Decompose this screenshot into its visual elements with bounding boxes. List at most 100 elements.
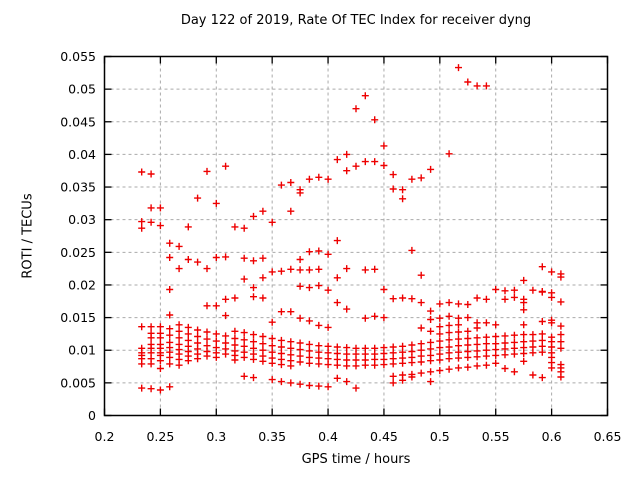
data-point bbox=[315, 247, 323, 255]
data-point bbox=[371, 265, 379, 273]
data-point bbox=[156, 323, 164, 331]
data-point bbox=[361, 92, 369, 100]
data-point bbox=[436, 314, 444, 322]
data-point bbox=[184, 256, 192, 263]
data-point bbox=[156, 386, 164, 394]
data-point bbox=[268, 376, 276, 384]
y-tick-label: 0.04 bbox=[68, 147, 96, 162]
data-point bbox=[315, 342, 323, 350]
data-point bbox=[343, 362, 351, 370]
data-point bbox=[175, 265, 183, 273]
x-tick-label: 0.2 bbox=[95, 429, 115, 444]
data-point bbox=[380, 142, 388, 150]
data-point bbox=[427, 378, 435, 386]
data-point bbox=[427, 316, 435, 323]
data-point bbox=[389, 185, 397, 193]
data-point bbox=[175, 327, 183, 335]
data-point bbox=[408, 359, 416, 367]
data-point bbox=[296, 266, 304, 274]
data-point bbox=[548, 364, 556, 372]
data-point bbox=[417, 369, 425, 377]
data-point bbox=[147, 334, 155, 342]
data-point bbox=[250, 374, 257, 382]
data-point bbox=[277, 181, 285, 189]
data-point bbox=[296, 358, 304, 366]
chart-title: Day 122 of 2019, Rate Of TEC Index for r… bbox=[180, 13, 532, 28]
data-point bbox=[436, 344, 444, 352]
x-axis-label: GPS time / hours bbox=[301, 452, 411, 467]
data-point bbox=[464, 341, 472, 349]
data-point bbox=[501, 287, 509, 295]
data-point bbox=[240, 353, 248, 361]
data-point bbox=[212, 254, 220, 261]
data-point bbox=[548, 293, 556, 301]
data-point bbox=[538, 348, 546, 356]
y-tick-label: 0.005 bbox=[60, 375, 96, 390]
data-point bbox=[501, 365, 509, 372]
data-point bbox=[520, 276, 528, 284]
data-point bbox=[352, 105, 360, 113]
data-point bbox=[548, 268, 556, 276]
data-point bbox=[324, 286, 332, 294]
x-tick-label: 0.3 bbox=[206, 429, 226, 444]
data-point bbox=[315, 173, 323, 181]
data-point bbox=[324, 349, 332, 357]
data-point bbox=[194, 326, 202, 334]
data-point bbox=[436, 356, 444, 364]
data-point bbox=[520, 350, 528, 357]
data-point bbox=[343, 350, 351, 358]
data-point bbox=[445, 150, 453, 158]
data-point bbox=[166, 383, 174, 391]
data-point bbox=[343, 150, 351, 158]
data-point bbox=[259, 207, 267, 215]
data-point bbox=[492, 359, 500, 367]
data-point bbox=[445, 312, 453, 320]
data-point bbox=[138, 218, 146, 226]
data-point bbox=[361, 350, 369, 358]
data-point bbox=[529, 286, 537, 294]
scatter-series bbox=[138, 64, 565, 394]
y-tick-label: 0.05 bbox=[68, 82, 96, 97]
data-point bbox=[473, 82, 481, 90]
data-point bbox=[156, 334, 164, 342]
data-point bbox=[315, 348, 323, 356]
data-point bbox=[352, 162, 360, 170]
data-point bbox=[156, 365, 164, 372]
data-point bbox=[166, 360, 174, 368]
data-point bbox=[548, 319, 556, 327]
data-point bbox=[445, 336, 453, 344]
data-point bbox=[436, 323, 444, 331]
data-point bbox=[250, 331, 257, 339]
data-point bbox=[473, 334, 481, 342]
data-point bbox=[455, 314, 462, 322]
data-point bbox=[287, 265, 295, 273]
data-point bbox=[399, 348, 407, 356]
data-point bbox=[399, 376, 407, 384]
data-point bbox=[268, 318, 276, 326]
data-point bbox=[277, 308, 285, 316]
data-point bbox=[194, 339, 202, 347]
data-point bbox=[455, 348, 462, 356]
data-point bbox=[501, 345, 509, 353]
data-point bbox=[212, 330, 220, 338]
data-point bbox=[529, 337, 537, 345]
data-point bbox=[147, 323, 155, 331]
data-point bbox=[455, 354, 462, 362]
data-point bbox=[250, 257, 257, 265]
data-point bbox=[231, 356, 239, 364]
data-point bbox=[184, 223, 192, 231]
data-point bbox=[138, 168, 146, 176]
data-point bbox=[399, 195, 407, 203]
data-point bbox=[436, 337, 444, 345]
data-point bbox=[277, 361, 285, 369]
data-point bbox=[212, 302, 220, 310]
data-point bbox=[138, 360, 146, 368]
data-point bbox=[175, 361, 183, 369]
data-point bbox=[436, 367, 444, 374]
data-point bbox=[380, 344, 388, 352]
data-point bbox=[287, 351, 295, 359]
data-point bbox=[380, 286, 388, 293]
data-point bbox=[287, 379, 295, 387]
data-point bbox=[268, 348, 276, 356]
data-point bbox=[464, 335, 472, 342]
